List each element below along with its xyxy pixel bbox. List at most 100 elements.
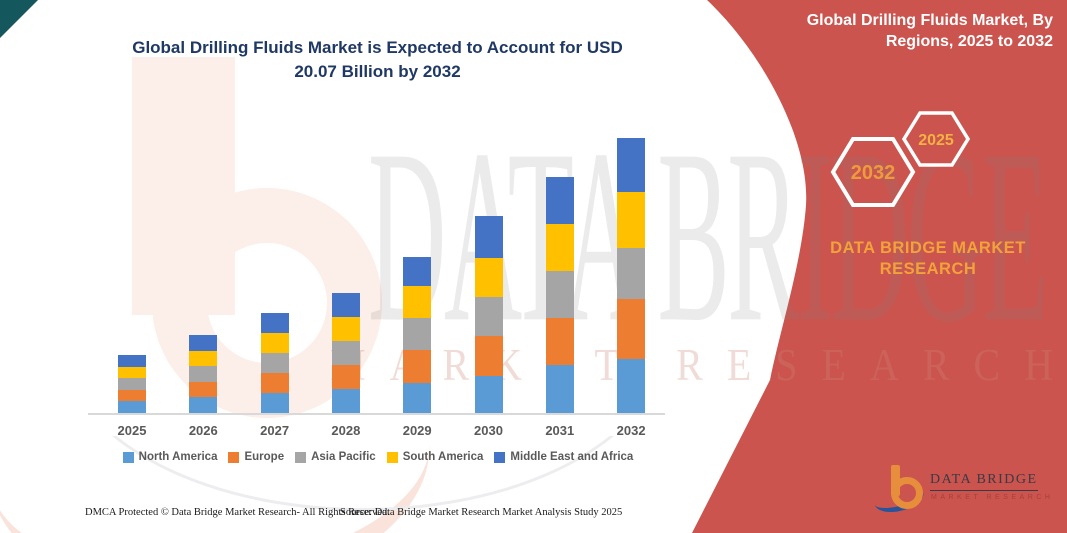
- x-axis-label-2032: 2032: [616, 423, 646, 438]
- bar-segment-2030-south-america: [474, 257, 503, 297]
- bar-segment-2032-middle-east-and-africa: [617, 138, 646, 192]
- watermark-market-research-text: MARKET RESEARCH: [330, 338, 1067, 391]
- bar-segment-2029-middle-east-and-africa: [403, 256, 432, 286]
- bar-segment-2026-south-america: [189, 350, 218, 367]
- bar-segment-2030-north-america: [474, 376, 503, 413]
- bar-segment-2031-europe: [545, 318, 574, 365]
- logo-name: DATA BRIDGE: [930, 472, 1038, 491]
- legend-item-north-america: North America: [122, 451, 218, 463]
- bar-segment-2029-north-america: [403, 383, 432, 413]
- bar-2028: [331, 293, 360, 413]
- bar-segment-2028-europe: [331, 365, 360, 389]
- bar-segment-2030-middle-east-and-africa: [474, 215, 503, 258]
- bar-segment-2032-asia-pacific: [617, 248, 646, 299]
- hexagon-2025: [901, 111, 971, 167]
- bar-2026: [189, 335, 218, 413]
- legend-swatch-icon: [494, 451, 506, 463]
- corner-triangle: [0, 0, 38, 38]
- bar-segment-2025-south-america: [118, 366, 146, 379]
- logo-b-ring-icon: [891, 477, 923, 509]
- brand-text: DATA BRIDGE MARKET RESEARCH: [808, 238, 1048, 280]
- bar-2029: [403, 256, 432, 413]
- bar-segment-2025-middle-east-and-africa: [118, 354, 146, 367]
- hexagon-2025-label: 2025: [918, 132, 954, 149]
- bar-segment-2027-south-america: [260, 333, 289, 353]
- plot-area: [88, 120, 665, 415]
- legend-item-south-america: South America: [386, 451, 484, 463]
- x-axis-labels: 2025 2026 2027 2028 2029 2030 2031 2032: [88, 423, 665, 441]
- legend-item-middle-east-and-africa: Middle East and Africa: [494, 451, 633, 463]
- footer-dmca: DMCA Protected © Data Bridge Market Rese…: [85, 507, 390, 518]
- bar-2027: [260, 313, 289, 413]
- red-band-shape: [692, 0, 1067, 533]
- legend-swatch-icon: [386, 451, 398, 463]
- panel-title-line1: Global Drilling Fluids Market, By: [806, 12, 1053, 29]
- bar-segment-2026-europe: [189, 381, 218, 398]
- footer-source: Source: Data Bridge Market Research Mark…: [340, 507, 623, 518]
- chart-title-line2: 20.07 Billion by 2032: [294, 62, 461, 81]
- bar-segment-2028-south-america: [331, 317, 360, 341]
- bar-segment-2031-north-america: [545, 365, 574, 413]
- brand-text-line1: DATA BRIDGE MARKET: [830, 239, 1026, 257]
- panel-title: Global Drilling Fluids Market, By Region…: [773, 10, 1053, 52]
- bar-segment-2028-north-america: [331, 389, 360, 413]
- x-axis-label-2030: 2030: [474, 423, 503, 438]
- bar-segment-2029-south-america: [403, 285, 432, 318]
- x-axis-label-2028: 2028: [331, 423, 361, 438]
- legend-label: Asia Pacific: [311, 451, 376, 463]
- bar-segment-2026-north-america: [189, 397, 218, 413]
- bar-segment-2032-north-america: [617, 359, 646, 413]
- x-axis-label-2029: 2029: [402, 423, 432, 438]
- hexagon-2032-label: 2032: [851, 162, 896, 184]
- legend-label: Middle East and Africa: [510, 451, 634, 463]
- bar-2030: [474, 215, 503, 413]
- bar-segment-2026-asia-pacific: [189, 366, 218, 382]
- bar-segment-2028-asia-pacific: [331, 341, 360, 365]
- bar-segment-2027-europe: [260, 373, 289, 393]
- bar-segment-2031-south-america: [545, 224, 574, 271]
- panel-title-line2: Regions, 2025 to 2032: [885, 33, 1053, 50]
- bar-segment-2026-middle-east-and-africa: [189, 335, 218, 351]
- databridge-logo: DATA BRIDGE MARKET RESEARCH: [868, 460, 1050, 517]
- brand-text-line2: RESEARCH: [879, 260, 977, 278]
- legend-swatch-icon: [122, 451, 134, 463]
- x-axis-label-2025: 2025: [117, 423, 147, 438]
- bar-2032: [617, 138, 646, 413]
- legend-label: North America: [138, 451, 218, 463]
- legend-label: Europe: [244, 451, 285, 463]
- bar-segment-2032-south-america: [617, 192, 646, 248]
- chart-title: Global Drilling Fluids Market is Expecte…: [85, 36, 670, 84]
- chart-title-line1: Global Drilling Fluids Market is Expecte…: [132, 38, 623, 57]
- bar-segment-2031-asia-pacific: [545, 271, 574, 318]
- bar-segment-2030-europe: [474, 336, 503, 376]
- bar-segment-2029-asia-pacific: [403, 317, 432, 350]
- corner-triangle-shape: [0, 0, 38, 38]
- hexagon-2032: [830, 137, 916, 207]
- bar-segment-2027-asia-pacific: [260, 353, 289, 373]
- bar-2031: [545, 177, 574, 413]
- x-axis-label-2031: 2031: [545, 423, 575, 438]
- bar-2025: [118, 354, 146, 413]
- legend-item-asia-pacific: Asia Pacific: [295, 451, 376, 463]
- bar-segment-2025-north-america: [118, 401, 146, 413]
- logo-subtitle: MARKET RESEARCH: [931, 494, 1054, 501]
- legend-swatch-icon: [295, 451, 307, 463]
- x-axis-label-2026: 2026: [188, 423, 218, 438]
- chart-legend: North America Europe Asia Pacific South Ame…: [88, 451, 668, 463]
- x-axis-label-2027: 2027: [260, 423, 290, 438]
- bar-segment-2027-middle-east-and-africa: [260, 313, 289, 333]
- bar-segment-2025-asia-pacific: [118, 378, 146, 390]
- bar-segment-2030-asia-pacific: [474, 296, 503, 336]
- bar-segment-2028-middle-east-and-africa: [331, 293, 360, 317]
- bar-segment-2031-middle-east-and-africa: [545, 177, 574, 224]
- year-hexagons: 2032 2025: [830, 111, 971, 207]
- legend-swatch-icon: [228, 451, 240, 463]
- bar-segment-2025-europe: [118, 389, 146, 402]
- bar-segment-2029-europe: [403, 350, 432, 383]
- legend-label: South America: [402, 451, 484, 463]
- legend-item-europe: Europe: [228, 451, 284, 463]
- bar-segment-2032-europe: [617, 299, 646, 359]
- bar-segment-2027-north-america: [260, 393, 289, 413]
